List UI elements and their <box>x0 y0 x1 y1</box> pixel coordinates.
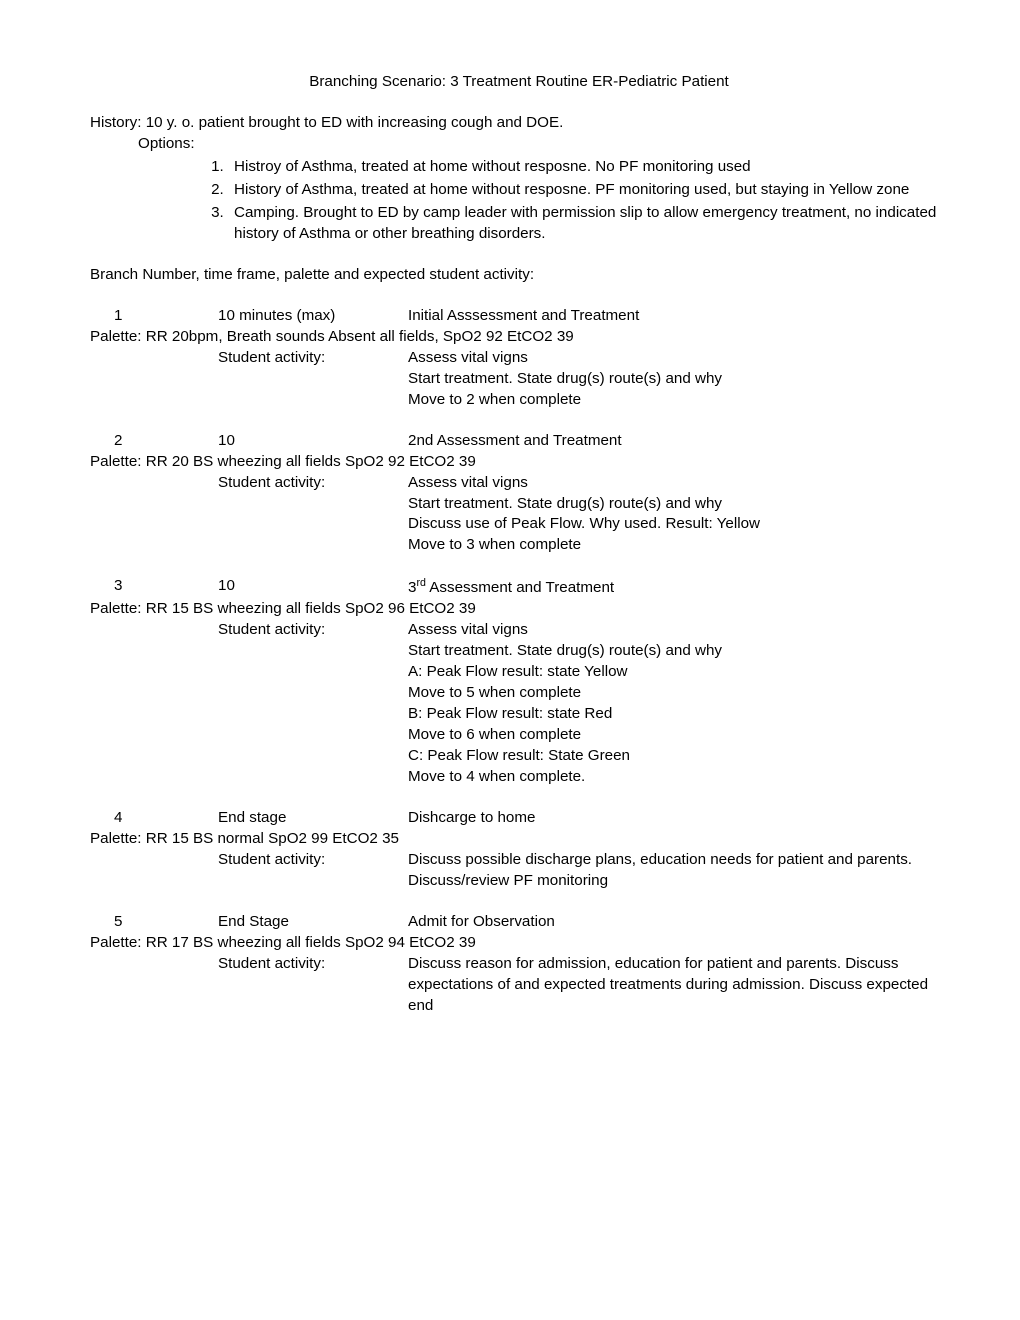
branch-number: 2 <box>90 431 162 452</box>
activity-line: C: Peak Flow result: State Green <box>408 746 948 767</box>
activity-line: Assess vital vigns <box>408 348 948 369</box>
activity-line: Discuss possible discharge plans, educat… <box>408 850 948 871</box>
activity-line: Start treatment. State drug(s) route(s) … <box>408 641 948 662</box>
activity-line: B: Peak Flow result: state Red <box>408 704 948 725</box>
branch-block: 5 End Stage Admit for Observation Palett… <box>90 912 948 1017</box>
branch-block: 1 10 minutes (max) Initial Asssessment a… <box>90 306 948 411</box>
activity-line: Assess vital vigns <box>408 620 948 641</box>
branch-number: 1 <box>90 306 162 327</box>
activity-line: Start treatment. State drug(s) route(s) … <box>408 494 948 515</box>
branch-time: End stage <box>162 808 408 829</box>
history-section: History: 10 y. o. patient brought to ED … <box>90 113 948 245</box>
student-activity-label: Student activity: <box>162 473 408 557</box>
palette-line: Palette: RR 20bpm, Breath sounds Absent … <box>90 327 948 348</box>
list-item: Camping. Brought to ED by camp leader wi… <box>228 203 948 245</box>
branch-number: 5 <box>90 912 162 933</box>
activity-line: Move to 6 when complete <box>408 725 948 746</box>
activity-line: Move to 2 when complete <box>408 390 948 411</box>
palette-line: Palette: RR 17 BS wheezing all fields Sp… <box>90 933 948 954</box>
student-activity-label: Student activity: <box>162 954 408 1017</box>
palette-line: Palette: RR 15 BS normal SpO2 99 EtCO2 3… <box>90 829 948 850</box>
activity-line: Discuss use of Peak Flow. Why used. Resu… <box>408 514 948 535</box>
branch-block: 3 10 3rd Assessment and Treatment Palett… <box>90 576 948 788</box>
activity-line: Start treatment. State drug(s) route(s) … <box>408 369 948 390</box>
branch-title: 3rd Assessment and Treatment <box>408 576 948 599</box>
student-activity-label: Student activity: <box>162 348 408 411</box>
branch-time: End Stage <box>162 912 408 933</box>
branch-time: 10 minutes (max) <box>162 306 408 327</box>
activity-line: Move to 4 when complete. <box>408 767 948 788</box>
student-activity-label: Student activity: <box>162 620 408 788</box>
branch-time: 10 <box>162 576 408 599</box>
branch-title: Admit for Observation <box>408 912 948 933</box>
options-list: Histroy of Asthma, treated at home witho… <box>90 157 948 245</box>
activity-line: Move to 5 when complete <box>408 683 948 704</box>
activity-line: A: Peak Flow result: state Yellow <box>408 662 948 683</box>
document-title: Branching Scenario: 3 Treatment Routine … <box>90 72 948 93</box>
activity-line: Discuss reason for admission, education … <box>408 954 948 1017</box>
palette-line: Palette: RR 20 BS wheezing all fields Sp… <box>90 452 948 473</box>
list-item: Histroy of Asthma, treated at home witho… <box>228 157 948 178</box>
branch-intro: Branch Number, time frame, palette and e… <box>90 265 948 286</box>
activity-line: Assess vital vigns <box>408 473 948 494</box>
branch-number: 4 <box>90 808 162 829</box>
history-line: History: 10 y. o. patient brought to ED … <box>90 113 948 134</box>
student-activity-label: Student activity: <box>162 850 408 892</box>
activity-line: Discuss/review PF monitoring <box>408 871 948 892</box>
branch-number: 3 <box>90 576 162 599</box>
activity-line: Move to 3 when complete <box>408 535 948 556</box>
branch-block: 4 End stage Dishcarge to home Palette: R… <box>90 808 948 892</box>
branch-title: 2nd Assessment and Treatment <box>408 431 948 452</box>
list-item: History of Asthma, treated at home witho… <box>228 180 948 201</box>
branch-title: Initial Asssessment and Treatment <box>408 306 948 327</box>
branch-block: 2 10 2nd Assessment and Treatment Palett… <box>90 431 948 557</box>
branch-time: 10 <box>162 431 408 452</box>
branch-title: Dishcarge to home <box>408 808 948 829</box>
palette-line: Palette: RR 15 BS wheezing all fields Sp… <box>90 599 948 620</box>
options-label: Options: <box>90 134 948 155</box>
